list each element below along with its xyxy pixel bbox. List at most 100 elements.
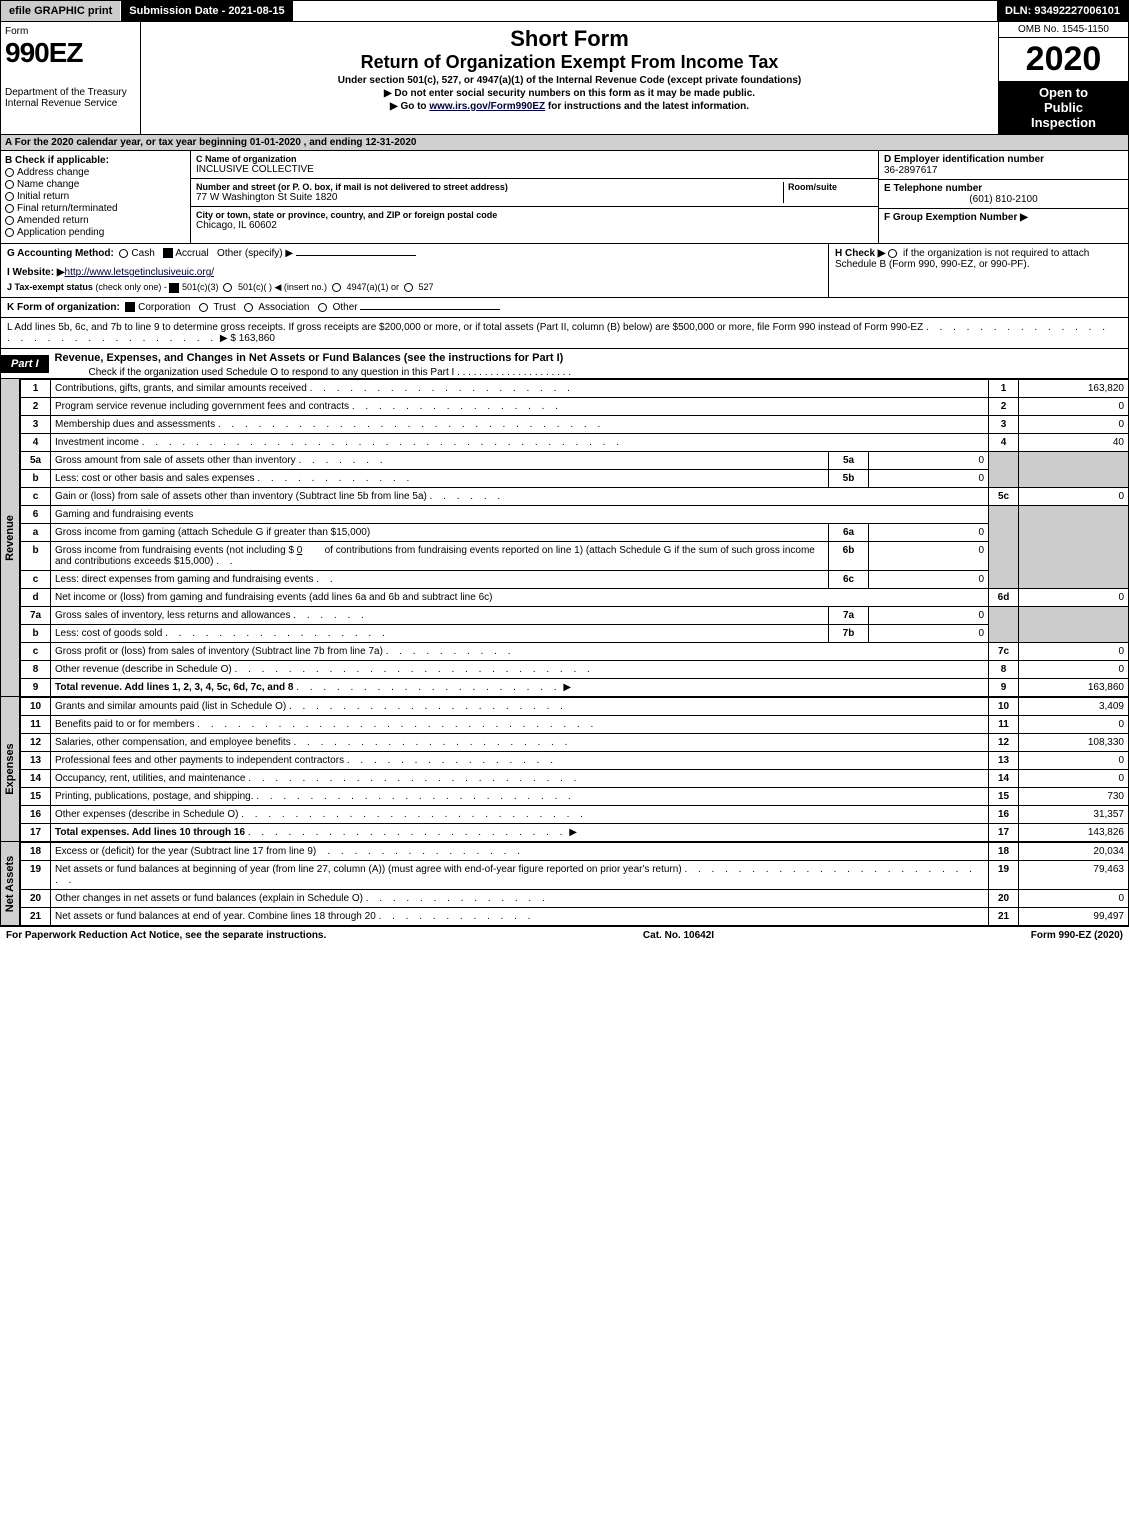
header-right: OMB No. 1545-1150 2020 Open to Public In… (998, 22, 1128, 134)
501c3-checkbox[interactable] (169, 283, 179, 293)
line-4-value: 40 (1019, 434, 1129, 452)
footer-form: Form 990-EZ (2020) (1031, 930, 1123, 941)
net-assets-label: Net Assets (0, 842, 20, 926)
meta-row-1: G Accounting Method: Cash Accrual Other … (0, 244, 1129, 298)
address-label: Number and street (or P. O. box, if mail… (196, 182, 783, 192)
cb-application-pending[interactable]: Application pending (5, 227, 186, 238)
org-address-cell: Number and street (or P. O. box, if mail… (191, 179, 878, 207)
other-checkbox[interactable] (318, 303, 327, 312)
assoc-checkbox[interactable] (244, 303, 253, 312)
revenue-table: 1Contributions, gifts, grants, and simil… (20, 379, 1129, 697)
cb-name-change[interactable]: Name change (5, 179, 186, 190)
527-checkbox[interactable] (404, 283, 413, 292)
line-14-value: 0 (1019, 770, 1129, 788)
submission-date: Submission Date - 2021-08-15 (121, 1, 293, 21)
org-name-cell: C Name of organization INCLUSIVE COLLECT… (191, 151, 878, 179)
gross-receipts: $ 163,860 (230, 333, 275, 344)
trust-checkbox[interactable] (199, 303, 208, 312)
omb-number: OMB No. 1545-1150 (999, 22, 1128, 38)
group-exempt-cell: F Group Exemption Number ▶ (879, 209, 1128, 226)
ein-cell: D Employer identification number 36-2897… (879, 151, 1128, 180)
insp-3: Inspection (1003, 115, 1124, 130)
phone-label: E Telephone number (884, 183, 1123, 194)
city-value: Chicago, IL 60602 (196, 220, 873, 231)
accrual-checkbox[interactable] (163, 248, 173, 258)
subtitle-2: ▶ Do not enter social security numbers o… (145, 88, 994, 99)
line-18-value: 20,034 (1019, 843, 1129, 861)
expenses-section: Expenses 10Grants and similar amounts pa… (0, 697, 1129, 842)
line-7b-value: 0 (869, 625, 989, 643)
inspection-notice: Open to Public Inspection (999, 81, 1128, 134)
footer-left: For Paperwork Reduction Act Notice, see … (6, 930, 326, 941)
form-code: 990EZ (5, 37, 136, 69)
cb-amended-return[interactable]: Amended return (5, 215, 186, 226)
page-footer: For Paperwork Reduction Act Notice, see … (0, 926, 1129, 944)
cb-initial-return[interactable]: Initial return (5, 191, 186, 202)
tax-year: 2020 (999, 38, 1128, 81)
city-label: City or town, state or province, country… (196, 210, 873, 220)
address-value: 77 W Washington St Suite 1820 (196, 192, 783, 203)
part-tag: Part I (1, 355, 49, 373)
header-left: Form 990EZ Department of the Treasury In… (1, 22, 141, 134)
line-19-value: 79,463 (1019, 861, 1129, 890)
phone-cell: E Telephone number (601) 810-2100 (879, 180, 1128, 209)
cb-final-return[interactable]: Final return/terminated (5, 203, 186, 214)
org-info-grid: B Check if applicable: Address change Na… (0, 151, 1129, 244)
check-b-header: B Check if applicable: (5, 155, 186, 166)
subtitle-3: ▶ Go to www.irs.gov/Form990EZ for instru… (145, 101, 994, 112)
meta-left: G Accounting Method: Cash Accrual Other … (1, 244, 828, 297)
line-12-value: 108,330 (1019, 734, 1129, 752)
line-5c-value: 0 (1019, 488, 1129, 506)
expenses-table: 10Grants and similar amounts paid (list … (20, 697, 1129, 842)
4947-checkbox[interactable] (332, 283, 341, 292)
check-column-b: B Check if applicable: Address change Na… (1, 151, 191, 243)
room-label: Room/suite (788, 182, 873, 192)
cash-checkbox[interactable] (119, 249, 128, 258)
h-check: H Check ▶ if the organization is not req… (828, 244, 1128, 297)
title-1: Short Form (145, 26, 994, 52)
website-link[interactable]: http://www.letsgetinclusiveuic.org/ (65, 267, 215, 278)
department: Department of the Treasury Internal Reve… (5, 87, 136, 109)
line-5a-value: 0 (869, 452, 989, 470)
accounting-method: G Accounting Method: Cash Accrual Other … (7, 248, 822, 259)
line-6b-value: 0 (869, 542, 989, 571)
line-10-value: 3,409 (1019, 698, 1129, 716)
form-label: Form (5, 26, 136, 37)
expenses-label: Expenses (0, 697, 20, 842)
k-row: K Form of organization: Corporation Trus… (0, 298, 1129, 318)
part-1-header: Part I Revenue, Expenses, and Changes in… (0, 349, 1129, 379)
top-bar: efile GRAPHIC print Submission Date - 20… (0, 0, 1129, 22)
line-7c-value: 0 (1019, 643, 1129, 661)
line-7a-value: 0 (869, 607, 989, 625)
org-city-cell: City or town, state or province, country… (191, 207, 878, 234)
efile-button[interactable]: efile GRAPHIC print (1, 1, 121, 21)
insp-1: Open to (1003, 85, 1124, 100)
header-center: Short Form Return of Organization Exempt… (141, 22, 998, 134)
501c-checkbox[interactable] (223, 283, 232, 292)
corp-checkbox[interactable] (125, 302, 135, 312)
revenue-label: Revenue (0, 379, 20, 697)
line-1-value: 163,820 (1019, 380, 1129, 398)
ein-value: 36-2897617 (884, 165, 1123, 176)
part-subtitle: Check if the organization used Schedule … (49, 367, 1128, 378)
line-9-value: 163,860 (1019, 679, 1129, 697)
line-17-value: 143,826 (1019, 824, 1129, 842)
cb-address-change[interactable]: Address change (5, 167, 186, 178)
org-name-label: C Name of organization (196, 154, 873, 164)
title-2: Return of Organization Exempt From Incom… (145, 52, 994, 73)
period-row: A For the 2020 calendar year, or tax yea… (0, 135, 1129, 151)
line-8-value: 0 (1019, 661, 1129, 679)
line-21-value: 99,497 (1019, 908, 1129, 926)
line-16-value: 31,357 (1019, 806, 1129, 824)
line-20-value: 0 (1019, 890, 1129, 908)
line-6d-value: 0 (1019, 589, 1129, 607)
line-15-value: 730 (1019, 788, 1129, 806)
revenue-section: Revenue 1Contributions, gifts, grants, a… (0, 379, 1129, 697)
subtitle-1: Under section 501(c), 527, or 4947(a)(1)… (145, 75, 994, 86)
irs-link[interactable]: www.irs.gov/Form990EZ (429, 101, 545, 112)
ein-label: D Employer identification number (884, 154, 1123, 165)
schedule-b-checkbox[interactable] (888, 249, 897, 258)
part-title: Revenue, Expenses, and Changes in Net As… (49, 349, 1128, 367)
footer-cat: Cat. No. 10642I (326, 930, 1030, 941)
line-6a-value: 0 (869, 524, 989, 542)
